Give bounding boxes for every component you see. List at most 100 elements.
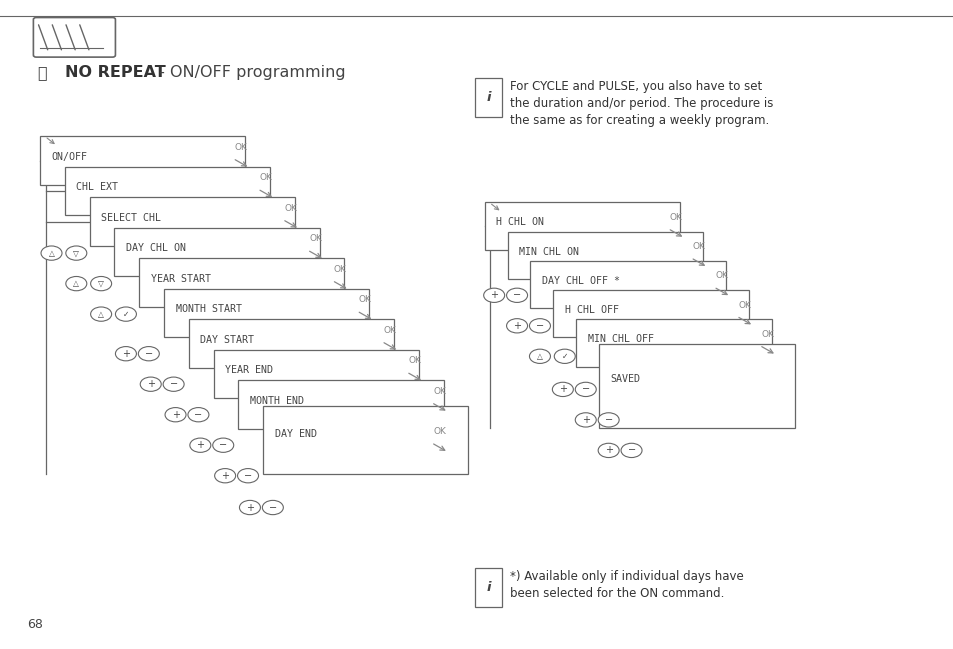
Text: −: − [627,445,635,456]
Text: H CHL ON: H CHL ON [496,217,543,227]
Text: △: △ [49,249,54,258]
Text: −: − [145,349,152,359]
Circle shape [115,347,136,361]
Text: OK: OK [284,204,296,213]
Bar [484,202,679,250]
Text: −: − [581,384,589,395]
Text: OK: OK [259,173,272,182]
Text: △: △ [98,310,104,319]
Text: MIN CHL OFF: MIN CHL OFF [587,334,653,344]
Bar [238,380,443,429]
Circle shape [66,246,87,260]
Circle shape [165,408,186,422]
Text: +: + [558,384,566,395]
Text: MIN CHL ON: MIN CHL ON [518,247,578,256]
Text: *) Available only if individual days have
been selected for the ON command.: *) Available only if individual days hav… [510,570,743,600]
Bar [507,232,702,279]
Circle shape [239,500,260,515]
Text: Ⓐ: Ⓐ [38,65,52,80]
Text: +: + [513,321,520,331]
Text: +: + [246,502,253,513]
Circle shape [575,382,596,397]
Text: +: + [172,410,179,420]
Text: +: + [604,445,612,456]
Circle shape [506,319,527,333]
Circle shape [483,288,504,302]
Bar [40,136,245,185]
Bar [263,406,468,474]
Text: DAY START: DAY START [200,335,254,345]
Text: OK: OK [383,326,395,335]
Text: OK: OK [738,300,750,310]
Circle shape [598,443,618,458]
Circle shape [188,408,209,422]
Bar [65,167,270,215]
Circle shape [140,377,161,391]
Text: OK: OK [669,213,681,222]
Text: OK: OK [309,234,321,243]
Circle shape [262,500,283,515]
Text: ▽: ▽ [98,279,104,288]
Text: DAY CHL OFF *: DAY CHL OFF * [541,276,619,286]
Circle shape [214,469,235,483]
Text: +: + [490,290,497,300]
Circle shape [163,377,184,391]
Text: OK: OK [408,356,420,365]
Text: −: − [604,415,612,425]
Bar [475,568,501,607]
Circle shape [506,288,527,302]
Text: −: − [170,379,177,389]
Text: NO REPEAT: NO REPEAT [65,65,166,80]
Text: OK: OK [692,242,704,251]
Text: −: − [194,410,202,420]
Text: −: − [269,502,276,513]
Text: For CYCLE and PULSE, you also have to set
the duration and/or period. The proced: For CYCLE and PULSE, you also have to se… [510,80,773,127]
Bar [189,319,394,368]
Circle shape [66,276,87,291]
Text: △: △ [73,279,79,288]
Circle shape [41,246,62,260]
Bar [530,261,725,308]
Bar [598,344,794,428]
FancyBboxPatch shape [33,18,115,57]
Text: −: − [219,440,227,450]
Text: SELECT CHL: SELECT CHL [101,213,161,223]
Text: OK: OK [234,143,247,152]
Bar [164,289,369,337]
Text: △: △ [537,352,542,361]
Text: - ON/OFF programming: - ON/OFF programming [153,65,345,80]
Text: OK: OK [433,427,445,436]
Text: MONTH START: MONTH START [175,304,241,314]
Text: +: + [221,471,229,481]
Text: −: − [244,471,252,481]
Text: OK: OK [358,295,371,304]
Bar [576,319,771,367]
Text: ON/OFF: ON/OFF [51,152,88,162]
Circle shape [237,469,258,483]
Bar [90,197,294,246]
Text: YEAR START: YEAR START [151,274,211,284]
Circle shape [138,347,159,361]
Text: +: + [122,349,130,359]
Circle shape [598,413,618,427]
Text: +: + [196,440,204,450]
Text: SAVED: SAVED [610,374,639,384]
Bar [114,228,319,276]
Text: MONTH END: MONTH END [250,396,304,406]
Circle shape [620,443,641,458]
Text: ✓: ✓ [123,310,129,319]
Text: +: + [581,415,589,425]
Bar [553,290,748,337]
Text: DAY END: DAY END [274,429,316,439]
Circle shape [115,307,136,321]
Text: OK: OK [715,271,727,280]
Text: +: + [147,379,154,389]
Text: YEAR END: YEAR END [225,365,273,375]
Text: OK: OK [760,330,773,339]
Circle shape [554,349,575,363]
Text: ✓: ✓ [561,352,567,361]
Text: OK: OK [433,387,445,396]
Circle shape [575,413,596,427]
Bar [475,78,501,117]
Text: −: − [513,290,520,300]
